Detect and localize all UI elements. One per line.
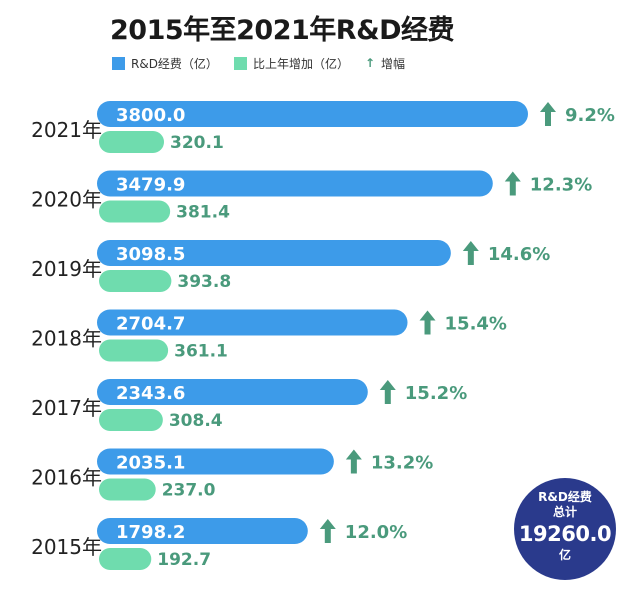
bar-rd (97, 309, 408, 336)
legend-swatch-increase (233, 56, 247, 70)
legend-item-rd: R&D经费（亿） (112, 55, 218, 72)
legend-swatch-rd (112, 56, 125, 70)
arrow-up-icon (345, 449, 362, 474)
legend-label-growth: 增幅 (381, 56, 406, 71)
data-label-increase: 308.4 (169, 411, 223, 431)
total-badge: R&D经费 总计 19260.0 亿 (514, 478, 616, 580)
data-label-rd: 2035.1 (116, 453, 185, 474)
growth-label: 13.2% (371, 453, 433, 474)
data-label-rd: 3800.0 (116, 105, 185, 126)
data-label-increase: 192.7 (157, 550, 211, 570)
bar-increase (99, 409, 163, 431)
category-label: 2015年 (31, 535, 102, 559)
data-label-increase: 361.1 (174, 342, 228, 362)
total-sublabel: 总计 (552, 505, 577, 519)
category-label: 2017年 (31, 396, 102, 420)
arrow-up-icon (540, 102, 556, 126)
arrow-up-icon (379, 380, 396, 404)
category-label: 2018年 (31, 327, 102, 351)
bar-increase (99, 270, 172, 292)
data-label-rd: 3479.9 (116, 175, 185, 196)
total-value: 19260.0 (518, 522, 612, 546)
bar-increase (99, 200, 171, 223)
arrow-up-icon (419, 310, 436, 335)
arrow-up-icon (504, 171, 521, 196)
growth-label: 15.2% (405, 383, 467, 404)
data-label-increase: 237.0 (162, 481, 216, 501)
data-label-rd: 2704.7 (116, 314, 185, 335)
bar-increase (99, 131, 165, 153)
bar-rd (97, 379, 368, 405)
growth-label: 9.2% (565, 105, 615, 126)
category-label: 2021年 (31, 118, 102, 142)
growth-label: 15.4% (445, 314, 507, 335)
data-label-rd: 3098.5 (116, 244, 185, 265)
data-label-rd: 2343.6 (116, 383, 185, 404)
arrow-up-icon: ↑ (364, 56, 376, 70)
legend-label-rd: R&D经费（亿） (131, 56, 218, 71)
bar-increase (99, 339, 169, 362)
arrow-up-icon (462, 241, 479, 265)
bar-increase (99, 478, 156, 501)
growth-label: 12.3% (530, 175, 592, 196)
legend: R&D经费（亿） 比上年增加（亿） ↑ 增幅 (112, 54, 421, 72)
total-unit: 亿 (558, 548, 571, 562)
bar-increase (99, 548, 152, 570)
total-label: R&D经费 (538, 490, 592, 504)
arrow-up-icon (319, 519, 336, 543)
data-label-increase: 393.8 (177, 272, 231, 292)
bar-rd (97, 448, 334, 475)
bar-rd (97, 240, 451, 266)
category-label: 2020年 (31, 188, 102, 212)
bar-rd (97, 518, 308, 544)
growth-label: 12.0% (345, 522, 407, 543)
category-label: 2016年 (31, 466, 102, 490)
data-label-rd: 1798.2 (116, 522, 185, 543)
bar-rd (97, 170, 493, 197)
chart-title: 2015年至2021年R&D经费 (110, 15, 455, 46)
data-label-increase: 381.4 (176, 203, 230, 223)
bar-rd (97, 101, 528, 127)
data-label-increase: 320.1 (170, 133, 224, 153)
growth-label: 14.6% (488, 244, 550, 265)
legend-item-increase: 比上年增加（亿） (233, 55, 349, 72)
legend-label-increase: 比上年增加（亿） (252, 56, 349, 71)
category-label: 2019年 (31, 257, 102, 281)
legend-item-growth: ↑ 增幅 (365, 55, 405, 72)
